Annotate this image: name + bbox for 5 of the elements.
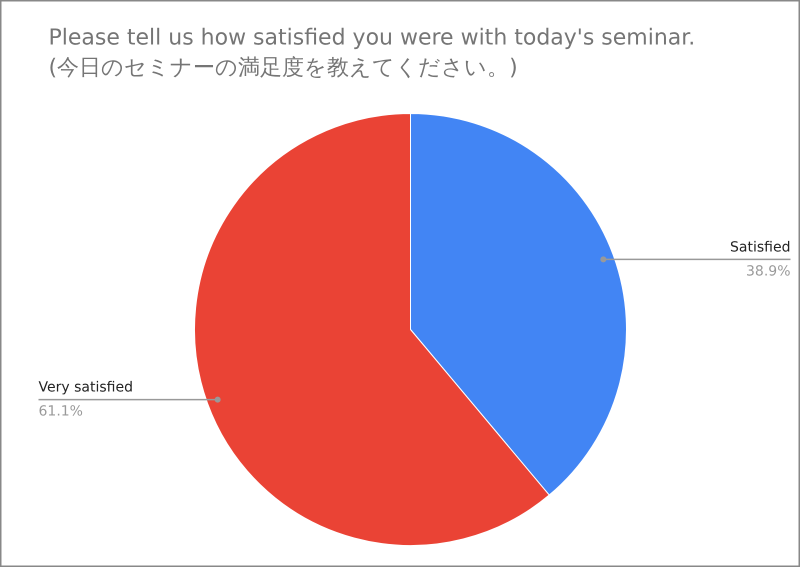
- slice-label: Very satisfied: [38, 380, 133, 396]
- slice-label: Satisfied: [730, 239, 791, 256]
- chart-title: Please tell us how satisfied you were with today's seminar. (今日のセミナーの満足度を教えてください。): [48, 26, 696, 80]
- data-label: 61.1%: [38, 404, 83, 420]
- data-label: 38.9%: [746, 263, 791, 280]
